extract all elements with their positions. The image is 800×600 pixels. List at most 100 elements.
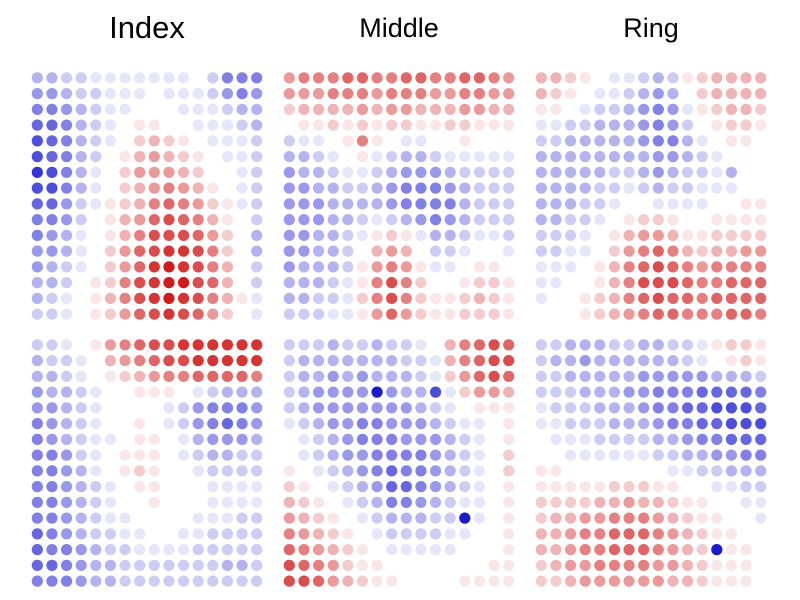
heat-dot <box>298 119 310 131</box>
heat-dot <box>371 402 383 414</box>
heat-dot <box>459 308 471 320</box>
heat-dot <box>90 544 102 556</box>
heat-dot <box>119 166 131 178</box>
heat-dot <box>177 512 190 524</box>
heat-dot <box>60 261 73 273</box>
heat-dot <box>564 339 577 351</box>
heat-dot <box>459 229 471 241</box>
heat-dot <box>725 166 738 178</box>
heat-dot <box>711 355 723 367</box>
heat-dot <box>298 496 310 508</box>
heat-dot <box>221 182 234 194</box>
heat-dot <box>134 229 146 241</box>
heat-dot <box>740 402 752 414</box>
heat-dot <box>488 528 500 540</box>
heat-dot <box>415 386 427 398</box>
heat-dot <box>473 370 486 382</box>
heat-dot <box>251 261 263 273</box>
heat-dot <box>221 229 234 241</box>
heat-dot <box>90 339 102 351</box>
heat-dot <box>535 559 547 571</box>
heat-dot <box>163 308 175 320</box>
heat-dot <box>473 135 486 147</box>
heat-dot <box>342 355 354 367</box>
heat-dot <box>207 229 219 241</box>
heat-dot <box>444 465 456 477</box>
heat-dot <box>579 72 591 84</box>
heat-dot <box>177 182 190 194</box>
heat-dot <box>371 292 383 304</box>
heat-dot <box>444 229 456 241</box>
heat-dot <box>594 433 606 445</box>
heat-dot <box>535 496 547 508</box>
heat-dot <box>312 496 325 508</box>
heat-dot <box>342 261 354 273</box>
heat-dot <box>371 355 383 367</box>
heat-dot <box>207 214 219 226</box>
heat-dot <box>681 151 694 163</box>
heat-dot <box>192 214 204 226</box>
heat-dot <box>75 88 87 100</box>
heat-dot <box>579 528 591 540</box>
heat-dot <box>46 355 58 367</box>
heat-dot <box>608 339 621 351</box>
heat-dot <box>207 481 219 493</box>
heat-dot <box>725 277 738 289</box>
heat-dot <box>473 166 486 178</box>
heat-dot <box>192 528 204 540</box>
heat-dot <box>696 544 708 556</box>
heat-dot <box>75 261 87 273</box>
heat-dot <box>60 544 73 556</box>
heat-dot <box>550 72 562 84</box>
heat-dot <box>608 182 621 194</box>
heat-dot <box>667 465 679 477</box>
heat-dot <box>283 370 295 382</box>
heat-dot <box>755 151 767 163</box>
heat-dot <box>192 402 204 414</box>
heat-dot <box>90 261 102 273</box>
heat-dot <box>535 449 547 461</box>
heat-dot <box>371 465 383 477</box>
heat-dot <box>207 151 219 163</box>
heat-dot <box>148 559 160 571</box>
heat-dot <box>386 88 398 100</box>
heat-dot <box>119 135 131 147</box>
heat-dot <box>236 292 248 304</box>
heat-dot <box>415 512 427 524</box>
heat-dot <box>740 544 752 556</box>
heat-dot <box>623 370 635 382</box>
heat-dot <box>459 151 471 163</box>
heat-dot <box>681 370 694 382</box>
heat-dot <box>652 339 664 351</box>
heat-dot <box>473 418 486 430</box>
heat-dot <box>579 433 591 445</box>
heat-dot <box>90 465 102 477</box>
heat-dot <box>60 512 73 524</box>
heat-dot <box>400 418 412 430</box>
heat-dot <box>192 182 204 194</box>
heat-dot <box>221 496 234 508</box>
heat-dot <box>46 261 58 273</box>
heat-dot <box>342 103 354 115</box>
heat-dot <box>356 465 369 477</box>
heat-dot <box>207 103 219 115</box>
heat-dot <box>535 481 547 493</box>
heat-dot <box>236 261 248 273</box>
heat-dot <box>327 166 339 178</box>
heat-dot <box>503 308 515 320</box>
heat-dot <box>550 481 562 493</box>
heat-dot <box>60 418 73 430</box>
heat-dot <box>400 72 412 84</box>
heat-dot <box>342 544 354 556</box>
heat-dot <box>192 119 204 131</box>
heat-dot <box>251 544 263 556</box>
heat-dot <box>503 151 515 163</box>
heat-dot <box>148 528 160 540</box>
heat-dot <box>221 72 234 84</box>
heat-dot <box>312 72 325 84</box>
heat-dot <box>312 151 325 163</box>
heat-dot <box>236 465 248 477</box>
heat-dot <box>740 88 752 100</box>
heat-dot <box>400 433 412 445</box>
heat-dot <box>711 308 723 320</box>
